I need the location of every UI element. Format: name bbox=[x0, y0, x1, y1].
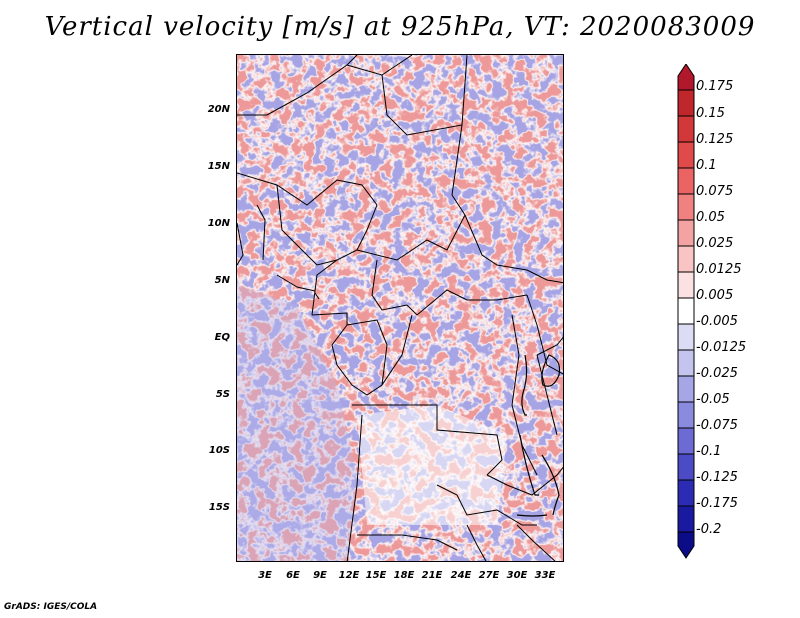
lon-label-21e: 21E bbox=[421, 570, 443, 581]
colorbar-label-12: -0.05 bbox=[696, 392, 730, 407]
lon-label-18e: 18E bbox=[393, 570, 415, 581]
colorbar-label-8: 0.005 bbox=[696, 288, 734, 303]
colorbar-label-11: -0.025 bbox=[696, 366, 738, 381]
lon-label-27e: 27E bbox=[478, 570, 500, 581]
lakes bbox=[516, 354, 561, 517]
velocity-map bbox=[237, 55, 563, 561]
lon-label-15e: 15E bbox=[365, 570, 387, 581]
coastline bbox=[237, 222, 320, 300]
colorbar bbox=[677, 64, 695, 559]
lon-label-6e: 6E bbox=[286, 570, 300, 581]
colorbar-label-6: 0.025 bbox=[696, 236, 734, 251]
colorbar-label-7: 0.0125 bbox=[696, 262, 742, 277]
page-title: Vertical velocity [m/s] at 925hPa, VT: 2… bbox=[44, 12, 756, 42]
lon-label-33e: 33E bbox=[534, 570, 556, 581]
colorbar-swatch-15 bbox=[677, 453, 695, 481]
colorbar-swatch-17 bbox=[677, 505, 695, 533]
colorbar-label-15: -0.125 bbox=[696, 470, 738, 485]
colorbar-swatch-1 bbox=[677, 89, 695, 117]
colorbar-label-16: -0.175 bbox=[696, 496, 738, 511]
colorbar-swatch-4 bbox=[677, 167, 695, 195]
colorbar-swatch-16 bbox=[677, 479, 695, 507]
footer-credit: GrADS: IGES/COLA bbox=[4, 602, 98, 612]
lon-label-24e: 24E bbox=[450, 570, 472, 581]
colorbar-label-2: 0.125 bbox=[696, 132, 734, 147]
colorbar-label-14: -0.1 bbox=[696, 444, 722, 459]
colorbar-label-3: 0.1 bbox=[696, 158, 717, 173]
lat-label-20n: 20N bbox=[207, 104, 230, 115]
lat-label-5n: 5N bbox=[214, 275, 230, 286]
colorbar-swatch-8 bbox=[677, 271, 695, 299]
colorbar-swatch-14 bbox=[677, 427, 695, 455]
lon-label-12e: 12E bbox=[338, 570, 360, 581]
colorbar-label-10: -0.0125 bbox=[696, 340, 747, 355]
lat-label-eq: EQ bbox=[214, 332, 230, 343]
colorbar-swatch-3 bbox=[677, 141, 695, 169]
colorbar-swatch-7 bbox=[677, 245, 695, 273]
calm-region bbox=[357, 405, 507, 525]
lon-label-30e: 30E bbox=[506, 570, 528, 581]
lat-label-10n: 10N bbox=[207, 218, 230, 229]
ocean-region bbox=[237, 285, 357, 561]
colorbar-swatch-18 bbox=[677, 531, 695, 559]
colorbar-label-17: -0.2 bbox=[696, 522, 722, 537]
colorbar-label-0: 0.175 bbox=[696, 79, 734, 94]
map-panel bbox=[236, 54, 564, 562]
lon-label-9e: 9E bbox=[313, 570, 327, 581]
colorbar-swatch-11 bbox=[677, 349, 695, 377]
colorbar-label-1: 0.15 bbox=[696, 106, 725, 121]
lat-label-15n: 15N bbox=[207, 161, 230, 172]
colorbar-swatch-12 bbox=[677, 375, 695, 403]
colorbar-swatch-10 bbox=[677, 323, 695, 351]
colorbar-swatch-6 bbox=[677, 219, 695, 247]
colorbar-swatch-0 bbox=[677, 64, 695, 91]
lat-label-5s: 5S bbox=[215, 389, 230, 400]
lon-label-3e: 3E bbox=[258, 570, 272, 581]
colorbar-swatch-5 bbox=[677, 193, 695, 221]
colorbar-label-5: 0.05 bbox=[696, 210, 725, 225]
colorbar-swatch-2 bbox=[677, 115, 695, 143]
colorbar-label-9: -0.005 bbox=[696, 314, 738, 329]
colorbar-label-13: -0.075 bbox=[696, 418, 738, 433]
colorbar-swatch-13 bbox=[677, 401, 695, 429]
colorbar-swatch-9 bbox=[677, 297, 695, 325]
colorbar-label-4: 0.075 bbox=[696, 184, 734, 199]
lat-label-15s: 15S bbox=[208, 502, 230, 513]
country-borders bbox=[237, 55, 563, 561]
lat-label-10s: 10S bbox=[208, 445, 230, 456]
